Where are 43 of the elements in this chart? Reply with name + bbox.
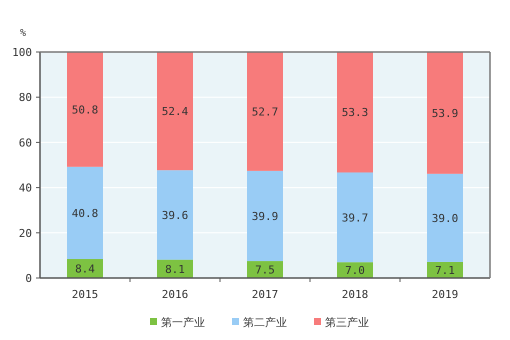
x-tick-label: 2017 bbox=[252, 288, 278, 301]
legend-label: 第一产业 bbox=[161, 316, 205, 329]
bar bbox=[247, 52, 283, 171]
data-label: 53.3 bbox=[342, 106, 368, 120]
data-label: 52.4 bbox=[162, 104, 189, 118]
x-tick-label: 2016 bbox=[162, 288, 188, 301]
bar bbox=[427, 262, 463, 278]
data-label: 39.7 bbox=[342, 211, 368, 224]
y-tick-label: 20 bbox=[18, 226, 32, 240]
bar bbox=[157, 170, 193, 260]
bar bbox=[247, 170, 283, 262]
y-tick-label: 60 bbox=[18, 136, 32, 150]
bar bbox=[337, 52, 373, 172]
legend-label: 第二产业 bbox=[243, 316, 287, 329]
bar bbox=[427, 52, 463, 174]
x-tick-label: 2015 bbox=[72, 288, 98, 301]
bar bbox=[427, 174, 463, 262]
bar bbox=[157, 260, 193, 278]
data-label: 40.8 bbox=[72, 206, 98, 220]
data-label: 53.9 bbox=[432, 106, 458, 120]
x-tick-label: 2018 bbox=[342, 288, 368, 301]
data-label: 7.5 bbox=[255, 264, 275, 277]
data-label: 7.0 bbox=[345, 264, 365, 278]
data-label: 8.1 bbox=[165, 262, 185, 276]
data-label: 39.0 bbox=[432, 212, 458, 225]
data-label: 52.7 bbox=[252, 105, 278, 118]
x-tick-label: 2019 bbox=[432, 288, 458, 301]
data-label: 7.1 bbox=[435, 264, 455, 277]
y-tick-label: 40 bbox=[18, 182, 32, 195]
data-label: 39.9 bbox=[252, 210, 278, 223]
legend-label: 第三产业 bbox=[325, 316, 369, 329]
data-label: 50.8 bbox=[72, 103, 98, 116]
bar bbox=[157, 52, 193, 170]
y-tick-label: 0 bbox=[25, 272, 32, 285]
y-axis-title: % bbox=[20, 28, 26, 39]
bar bbox=[67, 166, 103, 260]
data-label: 39.6 bbox=[162, 208, 188, 222]
y-tick-label: 100 bbox=[12, 46, 32, 59]
data-label: 8.4 bbox=[75, 262, 96, 276]
bar bbox=[337, 172, 373, 262]
bar bbox=[247, 261, 283, 278]
bar bbox=[67, 52, 103, 167]
y-tick-label: 80 bbox=[18, 91, 32, 104]
